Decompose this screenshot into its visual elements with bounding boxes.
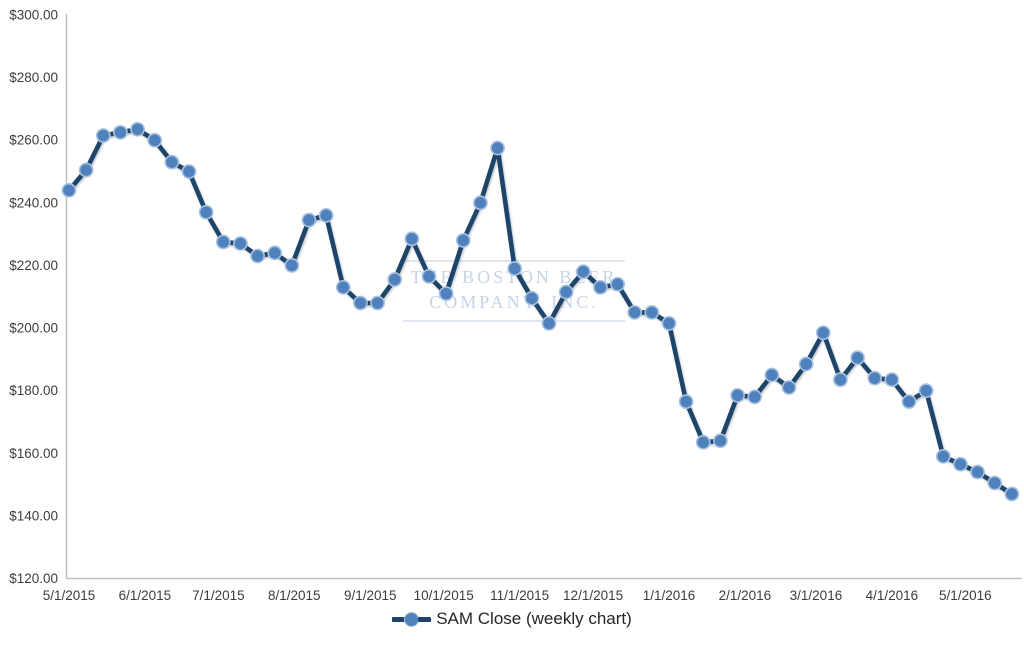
x-tick-label: 8/1/2015 (268, 588, 321, 603)
data-point-marker (233, 236, 248, 251)
data-point-marker (953, 456, 968, 472)
x-tick-label: 7/1/2015 (192, 588, 245, 603)
data-point-marker (661, 315, 677, 331)
data-point-marker (918, 383, 934, 399)
data-point-marker (627, 305, 643, 320)
watermark-line2: COMPANY, INC. (429, 292, 599, 312)
legend-series-label: SAM Close (weekly chart) (436, 609, 632, 628)
data-point-marker (421, 269, 437, 284)
x-tick-label: 9/1/2015 (344, 588, 397, 603)
watermark-line1: THE BOSTON BEER (410, 267, 618, 287)
data-point-marker (507, 261, 523, 276)
data-point-marker (884, 372, 900, 388)
y-tick-label: $280.00 (9, 70, 58, 85)
data-point-marker (901, 394, 917, 410)
data-point-marker (541, 315, 557, 331)
y-tick-label: $180.00 (9, 383, 58, 398)
data-point-marker (438, 286, 454, 302)
data-point-marker (198, 204, 214, 220)
data-point-marker (644, 305, 660, 320)
data-point-marker (935, 449, 951, 464)
data-point-marker (524, 290, 540, 306)
data-point-marker (730, 387, 745, 403)
data-point-marker (1004, 486, 1020, 502)
data-point-marker (713, 433, 728, 449)
data-point-marker (490, 140, 505, 156)
x-tick-label: 4/1/2016 (866, 588, 919, 603)
data-point-marker (781, 380, 797, 395)
data-point-marker (95, 128, 111, 143)
data-point-marker (61, 182, 77, 198)
x-tick-label: 5/1/2015 (43, 588, 96, 603)
data-point-marker (833, 372, 848, 388)
x-tick-label: 11/1/2015 (490, 588, 549, 603)
data-point-marker (850, 350, 865, 366)
x-tick-label: 1/1/2016 (643, 588, 696, 603)
data-point-marker (284, 258, 300, 273)
data-point-marker (593, 279, 608, 295)
data-point-marker (815, 325, 831, 341)
data-point-marker (575, 264, 591, 280)
data-point-marker (250, 248, 265, 264)
x-tick-label: 2/1/2016 (719, 588, 772, 603)
data-point-marker (764, 367, 780, 383)
data-point-marker (678, 394, 694, 410)
data-point-marker (147, 132, 163, 148)
legend-series-marker-icon (392, 611, 432, 627)
data-point-marker (215, 234, 231, 250)
data-point-marker (130, 121, 145, 137)
data-point-marker (164, 154, 180, 170)
data-point-marker (404, 231, 420, 247)
data-point-marker (455, 232, 471, 248)
x-tick-label: 10/1/2015 (414, 588, 474, 603)
data-point-marker (747, 389, 763, 405)
data-point-marker (113, 124, 128, 140)
x-tick-label: 6/1/2015 (119, 588, 172, 603)
data-point-marker (370, 295, 385, 311)
data-point-marker (318, 207, 334, 223)
data-point-marker (558, 284, 574, 300)
y-tick-label: $260.00 (9, 133, 58, 148)
chart-legend: SAM Close (weekly chart) (0, 609, 1024, 629)
data-point-marker (335, 279, 351, 295)
data-point-marker (798, 356, 814, 372)
y-tick-label: $220.00 (9, 258, 58, 273)
watermark: THE BOSTON BEER COMPANY, INC. (403, 260, 625, 322)
data-point-marker (267, 245, 283, 261)
y-tick-label: $160.00 (9, 446, 58, 461)
data-point-marker (301, 212, 317, 228)
data-point-marker (387, 272, 403, 287)
data-point-marker (610, 276, 625, 292)
y-tick-label: $120.00 (9, 571, 58, 586)
data-point-marker (353, 295, 368, 311)
y-tick-label: $240.00 (9, 195, 58, 210)
data-point-marker (970, 464, 985, 480)
data-point-marker (695, 434, 711, 450)
data-point-marker (78, 162, 94, 178)
y-tick-label: $140.00 (9, 508, 58, 523)
x-tick-label: 3/1/2016 (790, 588, 843, 603)
data-point-marker (181, 164, 197, 179)
data-point-marker (867, 370, 883, 386)
data-point-marker (473, 195, 488, 211)
y-tick-label: $200.00 (9, 321, 58, 336)
x-tick-label: 5/1/2016 (939, 588, 992, 603)
y-tick-label: $300.00 (9, 8, 58, 23)
data-point-marker (987, 475, 1003, 491)
series-line (66, 126, 1015, 497)
x-tick-label: 12/1/2015 (563, 588, 623, 603)
